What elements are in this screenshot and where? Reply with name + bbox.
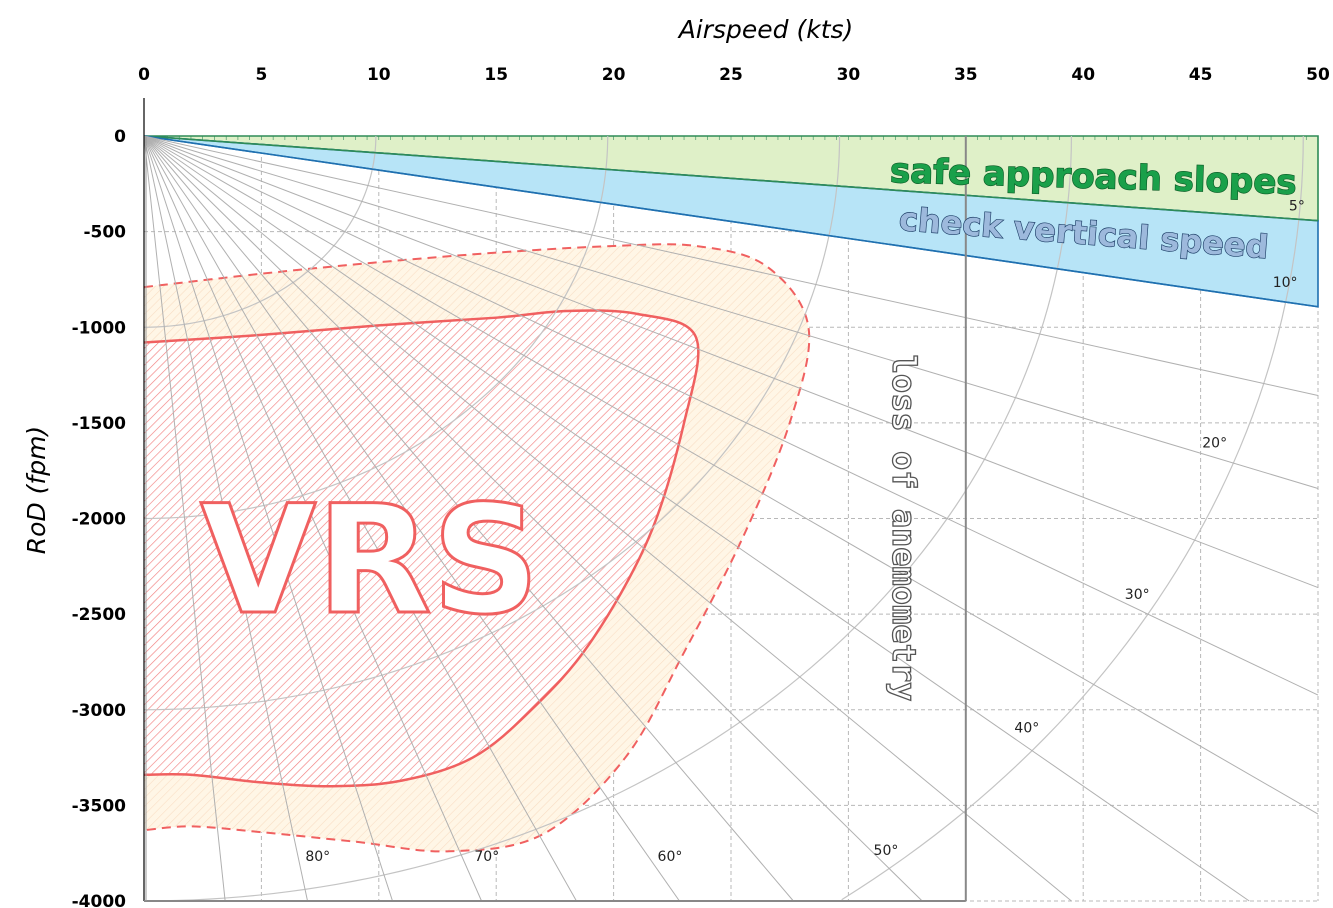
slope-line-30deg	[143, 135, 1319, 696]
slope-line-80deg	[143, 135, 309, 902]
slope-angle-label: 80°	[305, 849, 330, 865]
y-tick-label: -3500	[72, 796, 127, 816]
y-tick-label: -2000	[72, 510, 127, 530]
slope-angle-label: 10°	[1273, 275, 1298, 291]
slope-line-20deg	[143, 135, 1319, 489]
x-tick-label: 5	[255, 65, 267, 85]
slope-angle-label: 30°	[1125, 587, 1150, 603]
slope-angle-labels: 5° 10° 20° 30° 40° 50° 60° 70° 80°	[305, 199, 1304, 865]
y-axis-title: RoD (fpm)	[22, 426, 51, 554]
x-tick-label: 30	[837, 65, 861, 85]
slope-angle-label: 70°	[474, 849, 499, 865]
y-tick-labels: 0 -500 -1000 -1500 -2000 -2500 -3000 -3500 -4000	[72, 127, 127, 908]
slope-line-70deg	[143, 135, 483, 902]
x-tick-label: 10	[367, 65, 391, 85]
vrs-inner-hatch	[144, 310, 699, 787]
axes	[143, 98, 967, 902]
y-tick-label: -4000	[72, 892, 127, 908]
y-tick-label: 0	[114, 127, 126, 147]
slope-lines	[143, 135, 1319, 902]
x-tick-labels: 0 5 10 15 20 25 30 35 40 45 50	[138, 65, 1330, 85]
x-axis-title: Airspeed (kts)	[677, 15, 854, 44]
slope-line-60deg	[143, 135, 680, 902]
slope-line-25deg	[143, 135, 1319, 589]
total-speed-arc	[841, 135, 1304, 901]
slope-line-50deg	[143, 135, 923, 902]
slope-angle-label: 50°	[874, 843, 899, 859]
x-tick-label: 20	[602, 65, 626, 85]
slope-angle-label: 20°	[1202, 436, 1227, 452]
x-tick-label: 0	[138, 65, 150, 85]
slope-angle-label: 60°	[658, 849, 683, 865]
x-tick-label: 50	[1306, 65, 1330, 85]
y-tick-label: -2500	[72, 605, 127, 625]
slope-line-5deg	[143, 135, 1319, 222]
vrs-label: VRS	[200, 474, 540, 648]
slope-angle-label: 40°	[1014, 721, 1039, 737]
x-tick-label: 15	[484, 65, 508, 85]
slope-line-45deg	[143, 135, 1072, 902]
y-tick-label: -1500	[72, 414, 127, 434]
slope-line-40deg	[143, 135, 1250, 902]
slope-angle-label: 5°	[1289, 199, 1305, 215]
y-tick-label: -3000	[72, 701, 127, 721]
slope-line-65deg	[143, 135, 577, 902]
slope-line-75deg	[143, 135, 393, 902]
x-tick-label: 25	[719, 65, 743, 85]
slope-line-55deg	[143, 135, 794, 902]
x-tick-label: 45	[1189, 65, 1213, 85]
y-tick-label: -500	[83, 223, 126, 243]
x-tick-label: 35	[954, 65, 978, 85]
y-tick-label: -1000	[72, 318, 127, 338]
vrs-outer-boundary	[143, 243, 811, 853]
x-tick-label: 40	[1071, 65, 1095, 85]
slope-line-35deg	[143, 135, 1319, 815]
vrs-inner-boundary	[143, 309, 700, 788]
loss-of-anemometry-label: loss of anemometry	[885, 355, 923, 702]
slope-line-85deg	[143, 135, 226, 902]
slope-line-10deg	[143, 135, 1319, 308]
vrs-regions	[143, 243, 811, 853]
slope-line-15deg	[143, 135, 1319, 396]
